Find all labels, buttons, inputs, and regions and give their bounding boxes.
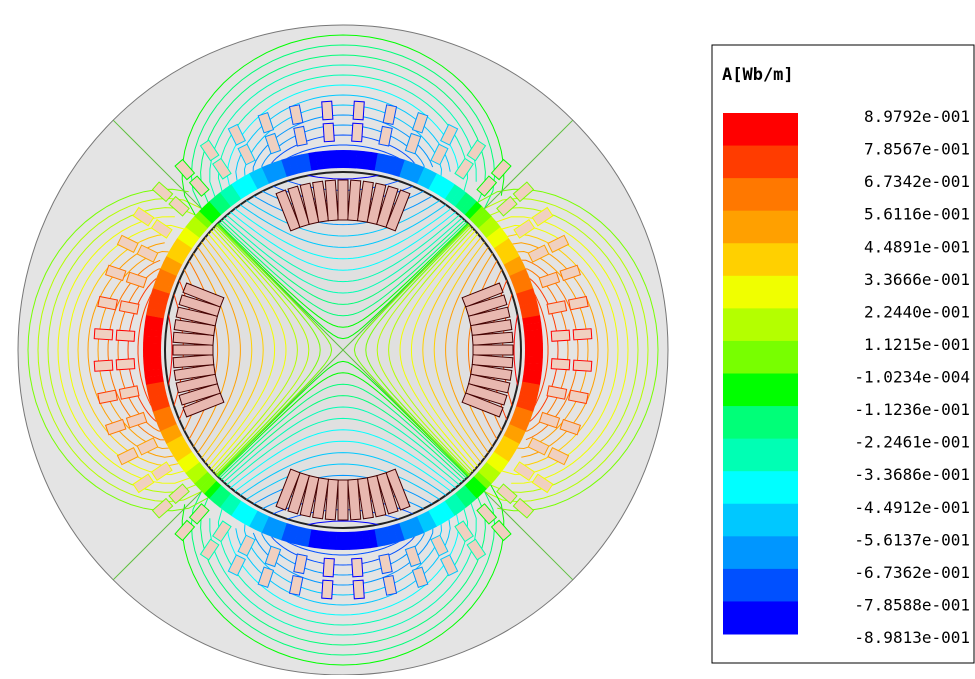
slot xyxy=(353,580,364,599)
legend-swatch xyxy=(723,536,798,569)
slot xyxy=(322,101,333,120)
legend-swatch xyxy=(723,211,798,244)
ring-segment xyxy=(525,336,543,344)
slot xyxy=(551,330,570,341)
legend-title: A[Wb/m] xyxy=(722,65,794,85)
legend-swatch xyxy=(723,374,798,407)
legend-label: 3.3666e-001 xyxy=(864,270,970,289)
ring-segment xyxy=(343,150,350,168)
ring-segment xyxy=(143,350,161,357)
slot xyxy=(116,330,135,341)
legend-swatch xyxy=(723,504,798,537)
ring-segment xyxy=(336,150,343,168)
legend-label: -3.3686e-001 xyxy=(854,465,970,484)
slot xyxy=(323,123,334,142)
legend-label: 4.4891e-001 xyxy=(864,237,970,256)
legend-swatch xyxy=(723,113,798,146)
ring-segment xyxy=(525,343,543,350)
field-plot: A[Wb/m] 8.9792e-001 7.8567e-001 6.7342e-00… xyxy=(0,0,975,675)
legend-label: -2.2461e-001 xyxy=(854,433,970,452)
legend-label: 5.6116e-001 xyxy=(864,205,970,224)
legend-label: -5.6137e-001 xyxy=(854,530,970,549)
slot xyxy=(573,360,592,371)
ring-segment xyxy=(525,350,543,357)
legend-swatch xyxy=(723,243,798,276)
legend-label: -6.7362e-001 xyxy=(854,563,970,582)
slot xyxy=(323,558,334,577)
slot xyxy=(551,359,570,370)
slot xyxy=(116,359,135,370)
legend-swatch xyxy=(723,569,798,602)
legend-label: -1.0234e-004 xyxy=(854,368,970,387)
ring-segment xyxy=(343,532,350,550)
legend-swatch xyxy=(723,406,798,439)
slot xyxy=(352,558,363,577)
legend-label: -4.4912e-001 xyxy=(854,498,970,517)
legend-swatch xyxy=(723,308,798,341)
ring-segment xyxy=(349,532,357,550)
legend-swatch xyxy=(723,601,798,634)
legend-label: 2.2440e-001 xyxy=(864,302,970,321)
legend-label: -8.9813e-001 xyxy=(854,628,970,647)
legend-label: -1.1236e-001 xyxy=(854,400,970,419)
legend-swatch xyxy=(723,439,798,472)
legend-swatch xyxy=(723,471,798,504)
legend-label: 1.1215e-001 xyxy=(864,335,970,354)
legend-swatch xyxy=(723,178,798,211)
legend-label: -7.8588e-001 xyxy=(854,595,970,614)
magnet xyxy=(473,345,513,355)
legend-label: 6.7342e-001 xyxy=(864,172,970,191)
page: {"legend": {"title": "A[Wb/m]", "labels"… xyxy=(0,0,975,675)
ring-segment xyxy=(143,343,161,350)
legend-label: 7.8567e-001 xyxy=(864,140,970,159)
magnet xyxy=(338,180,348,220)
legend-swatch xyxy=(723,146,798,179)
ring-segment xyxy=(329,150,337,168)
ring-segment xyxy=(336,532,343,550)
magnet xyxy=(338,480,348,520)
ring-segment xyxy=(143,356,161,364)
magnet xyxy=(173,345,213,355)
slot xyxy=(353,101,364,120)
legend-swatch xyxy=(723,276,798,309)
slot xyxy=(322,580,333,599)
legend-label: 8.9792e-001 xyxy=(864,107,970,126)
slot xyxy=(94,329,113,340)
slot xyxy=(573,329,592,340)
slot xyxy=(352,123,363,142)
legend-swatch xyxy=(723,341,798,374)
slot xyxy=(94,360,113,371)
